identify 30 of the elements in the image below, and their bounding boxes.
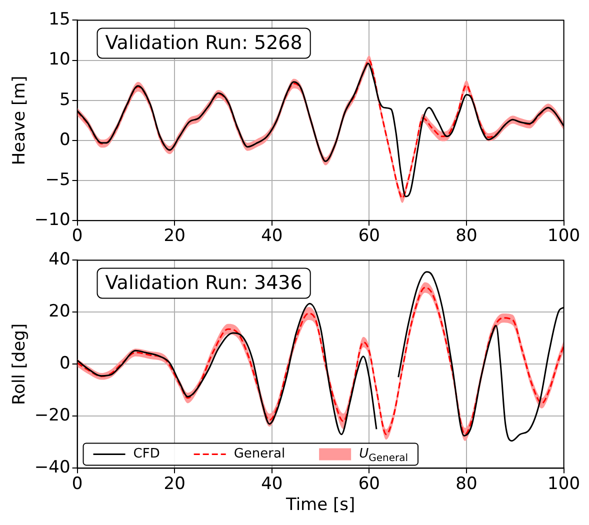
y-tick-label: 0 <box>59 130 70 150</box>
y-tick-label: 0 <box>59 354 70 374</box>
y-tick-label: −5 <box>45 170 70 190</box>
y-tick-label: 10 <box>48 50 70 70</box>
x-tick-label: 0 <box>72 474 83 494</box>
x-tick-label: 60 <box>358 474 380 494</box>
x-tick-label: 60 <box>358 226 380 246</box>
y-tick-label: −40 <box>34 458 70 478</box>
legend-label: CFD <box>133 446 160 462</box>
x-axis-title: Time [s] <box>284 495 356 516</box>
y-axis-title: Roll [deg] <box>10 323 30 406</box>
x-tick-label: 0 <box>72 226 83 246</box>
x-tick-label: 40 <box>261 226 283 246</box>
x-tick-label: 40 <box>261 474 283 494</box>
annotation: Validation Run: 3436 <box>105 272 302 294</box>
x-tick-label: 100 <box>548 474 580 494</box>
y-tick-label: 15 <box>48 10 70 30</box>
y-tick-label: 5 <box>59 90 70 110</box>
y-tick-label: 40 <box>48 250 70 270</box>
x-tick-label: 100 <box>548 226 580 246</box>
y-tick-label: 20 <box>48 302 70 322</box>
x-tick-label: 80 <box>456 226 478 246</box>
legend-label: General <box>234 446 286 462</box>
x-tick-label: 20 <box>164 474 186 494</box>
y-tick-label: −10 <box>34 210 70 230</box>
y-axis-title: Heave [m] <box>10 76 30 166</box>
x-tick-label: 20 <box>164 226 186 246</box>
annotation: Validation Run: 5268 <box>105 32 302 54</box>
y-tick-label: −20 <box>34 406 70 426</box>
x-tick-label: 80 <box>456 474 478 494</box>
